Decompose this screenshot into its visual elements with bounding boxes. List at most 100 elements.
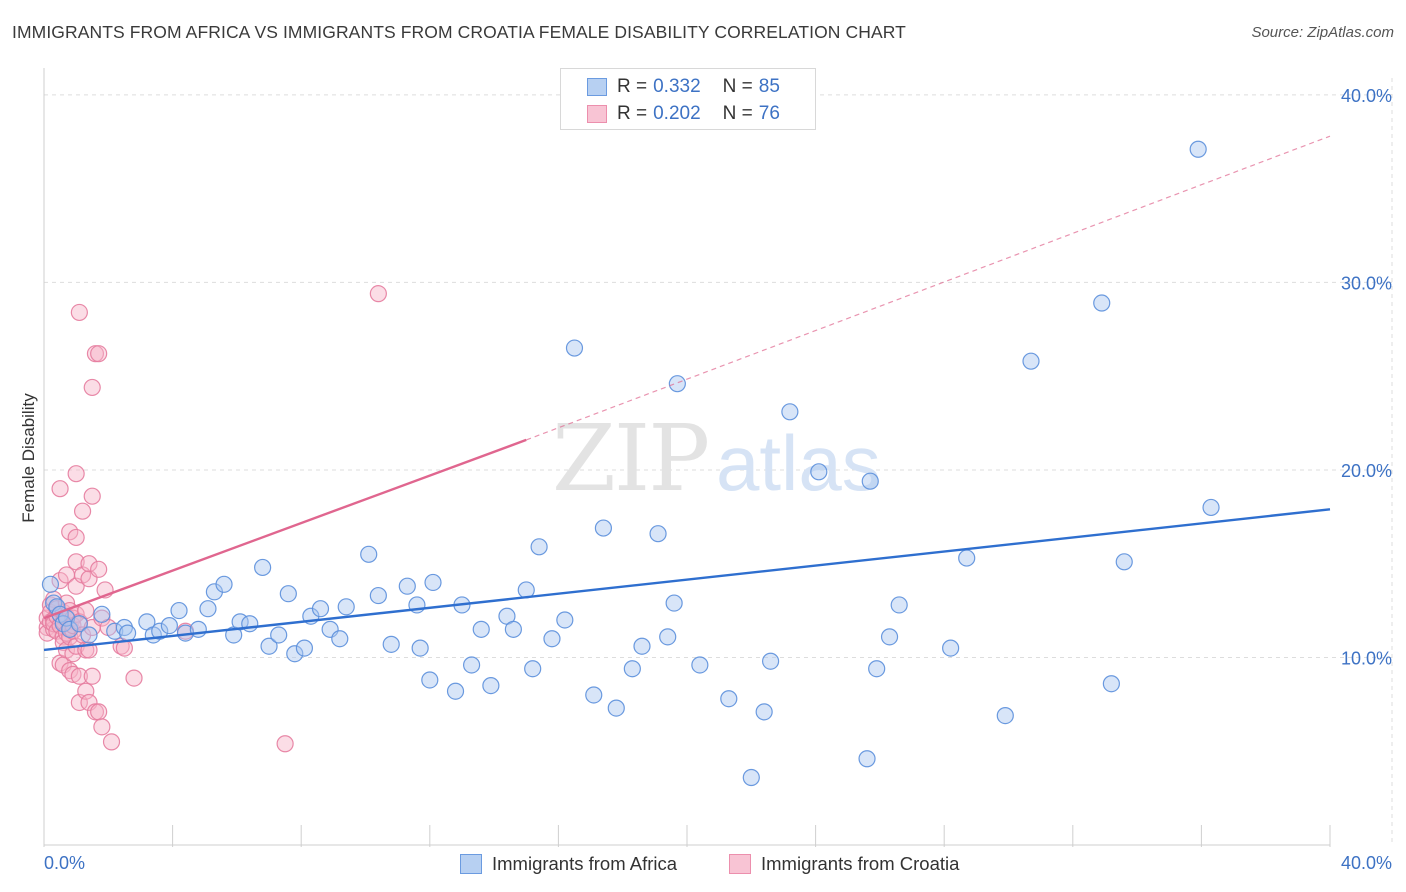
africa-point (295, 639, 314, 657)
africa-point (170, 601, 188, 620)
chart-title: IMMIGRANTS FROM AFRICA VS IMMIGRANTS FRO… (12, 22, 906, 42)
africa-point (106, 622, 124, 640)
africa-point (254, 558, 272, 577)
legend-r-label-africa: R = (617, 76, 648, 97)
africa-point (543, 630, 561, 648)
croatia-point (276, 735, 294, 753)
watermark: ZIP atlas (552, 405, 881, 512)
bottom-legend-swatch-africa (460, 854, 482, 874)
africa-point (633, 637, 651, 655)
africa-point (781, 403, 799, 421)
bottom-legend-label-africa: Immigrants from Africa (492, 853, 678, 874)
bottom-legend-swatch-croatia (729, 854, 751, 874)
africa-point (659, 628, 677, 646)
y-tick-label: 20.0% (1341, 461, 1392, 481)
correlation-legend: R = 0.332 N = 85 R = 0.202 N = 76 (560, 68, 816, 130)
africa-point (446, 682, 465, 700)
gridlines (44, 78, 1393, 845)
africa-point (649, 525, 667, 543)
africa-point (115, 618, 133, 637)
legend-r-value-croatia: 0.202 (653, 103, 701, 124)
legend-n-label-croatia: N = (722, 103, 753, 124)
africa-point (524, 660, 542, 678)
y-tick-label: 10.0% (1341, 648, 1392, 668)
y-tick-label: 40.0% (1341, 86, 1392, 106)
africa-point (1189, 140, 1207, 158)
croatia-trend-line (43, 438, 527, 620)
legend-n-value-africa: 85 (758, 76, 780, 97)
x-tick-label-max: 40.0% (1341, 853, 1392, 873)
africa-point (424, 573, 442, 592)
africa-point (189, 620, 207, 638)
africa-point (337, 598, 355, 616)
croatia-point (102, 733, 121, 751)
africa-point (382, 635, 400, 653)
croatia-point (67, 528, 85, 547)
africa-point (421, 671, 439, 689)
y-axis-label: Female Disability (19, 393, 38, 523)
africa-point (241, 615, 259, 633)
africa-point (286, 645, 304, 663)
croatia-points (38, 285, 387, 753)
africa-point (80, 626, 98, 644)
africa-point (360, 545, 378, 563)
africa-point (530, 538, 548, 556)
africa-point (61, 620, 79, 638)
croatia-point (90, 703, 108, 721)
croatia-point (369, 285, 387, 303)
legend-row-africa: R = 0.332 N = 85 (587, 75, 780, 99)
africa-point (311, 600, 330, 618)
croatia-point (70, 303, 88, 322)
legend-swatch-croatia (587, 105, 607, 123)
croatia-point (125, 669, 143, 687)
watermark-zip: ZIP (552, 405, 708, 512)
africa-point (118, 624, 137, 642)
africa-point (958, 549, 976, 567)
bottom-legend-label-croatia: Immigrants from Croatia (761, 853, 960, 874)
bottom-legend-croatia[interactable]: Immigrants from Croatia (729, 852, 959, 876)
africa-point (70, 615, 88, 633)
croatia-point (83, 378, 101, 397)
africa-point (1022, 352, 1040, 370)
africa-point (411, 639, 429, 657)
croatia-point (67, 465, 85, 483)
africa-point (279, 585, 297, 603)
source-label[interactable]: Source: ZipAtlas.com (1251, 24, 1394, 41)
africa-point (270, 626, 288, 644)
africa-point (462, 656, 481, 674)
africa-point (482, 676, 500, 695)
croatia-point (83, 487, 101, 505)
africa-point (585, 686, 603, 704)
africa-point (594, 519, 613, 537)
x-tick-label-min: 0.0% (44, 853, 85, 873)
africa-trend-line (43, 508, 1331, 652)
africa-point (742, 768, 760, 787)
croatia-point (93, 609, 111, 627)
africa-point (890, 596, 908, 614)
africa-point (331, 630, 349, 648)
trend-lines (43, 135, 1331, 652)
africa-point (1102, 675, 1120, 693)
africa-point (504, 620, 522, 638)
legend-r-value-africa: 0.332 (653, 76, 701, 97)
africa-point (260, 637, 278, 655)
croatia-point (80, 555, 98, 573)
africa-point (623, 660, 641, 678)
y-tick-labels: 10.0% 20.0% 30.0% 40.0% (1341, 86, 1392, 669)
africa-point (41, 575, 60, 593)
africa-point (93, 605, 111, 623)
africa-point (151, 622, 169, 640)
africa-point (1115, 553, 1133, 571)
africa-point (668, 375, 686, 393)
africa-point (880, 628, 899, 646)
africa-point (665, 594, 683, 612)
africa-point (1093, 294, 1111, 312)
africa-point (861, 472, 879, 490)
legend-r-label-croatia: R = (617, 103, 648, 124)
bottom-legend-africa[interactable]: Immigrants from Africa (460, 852, 677, 876)
croatia-trend-extension (526, 135, 1331, 441)
croatia-point (90, 560, 108, 578)
africa-point (1202, 498, 1220, 517)
croatia-point (64, 665, 82, 683)
